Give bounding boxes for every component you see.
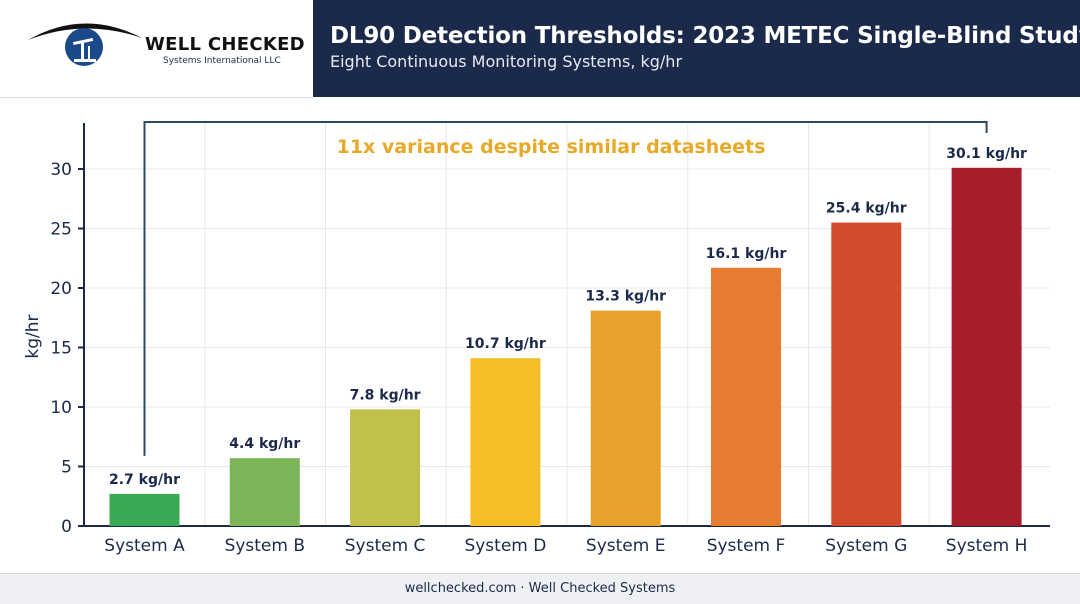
bar-data-label: 10.7 kg/hr bbox=[465, 336, 546, 352]
x-tick-label: System F bbox=[707, 536, 786, 556]
bar-data-label: 2.7 kg/hr bbox=[109, 472, 180, 488]
bar bbox=[711, 267, 781, 526]
title-bar: DL90 Detection Thresholds: 2023 METEC Si… bbox=[313, 0, 1080, 97]
footer-text: wellchecked.com · Well Checked Systems bbox=[404, 581, 676, 596]
x-tick-label: System G bbox=[825, 536, 907, 556]
variance-bracket bbox=[143, 121, 988, 456]
logo-subtitle: Systems International LLC bbox=[163, 56, 281, 66]
x-tick-label: System D bbox=[464, 536, 546, 556]
y-tick-label: 10 bbox=[50, 398, 72, 418]
y-tick-label: 15 bbox=[50, 339, 72, 359]
header: WELL CHECKED Systems International LLC D… bbox=[0, 0, 1080, 98]
x-tick-label: System A bbox=[104, 536, 185, 556]
bar-data-label: 7.8 kg/hr bbox=[350, 387, 421, 403]
bar-data-label: 13.3 kg/hr bbox=[585, 289, 666, 305]
bar bbox=[470, 358, 541, 526]
y-tick-label: 25 bbox=[50, 220, 72, 240]
y-tick-label: 30 bbox=[50, 160, 72, 180]
bar-data-label: 30.1 kg/hr bbox=[946, 146, 1027, 162]
x-tick-label: System E bbox=[586, 536, 666, 556]
y-tick-label: 5 bbox=[61, 458, 72, 478]
bar bbox=[109, 493, 180, 526]
x-tick-label: System H bbox=[946, 536, 1028, 556]
bar-data-label: 4.4 kg/hr bbox=[229, 436, 300, 452]
bar bbox=[229, 458, 300, 526]
y-axis-label: kg/hr bbox=[23, 314, 43, 358]
bar bbox=[590, 310, 661, 526]
bar-data-label: 16.1 kg/hr bbox=[706, 246, 787, 262]
y-tick-label: 0 bbox=[61, 517, 72, 537]
bar bbox=[831, 222, 902, 527]
x-tick-label: System C bbox=[345, 536, 426, 556]
logo-name: WELL CHECKED bbox=[145, 34, 305, 55]
page-title: DL90 Detection Thresholds: 2023 METEC Si… bbox=[330, 23, 1080, 49]
logo-area: WELL CHECKED Systems International LLC bbox=[0, 0, 313, 98]
footer: wellchecked.com · Well Checked Systems bbox=[0, 573, 1080, 604]
bar bbox=[350, 409, 421, 526]
page-subtitle: Eight Continuous Monitoring Systems, kg/… bbox=[330, 52, 683, 71]
bar-data-label: 25.4 kg/hr bbox=[826, 201, 907, 217]
bar bbox=[951, 167, 1022, 526]
x-tick-label: System B bbox=[225, 536, 305, 556]
bar-chart: 0 5 10 15 20 25 30 kg/hr 2.7 kg/hr System A 4.4 kg… bbox=[23, 121, 1050, 556]
logo-icon bbox=[28, 23, 142, 66]
variance-annotation: 11x variance despite similar datasheets bbox=[337, 136, 766, 158]
y-tick-label: 20 bbox=[50, 279, 72, 299]
